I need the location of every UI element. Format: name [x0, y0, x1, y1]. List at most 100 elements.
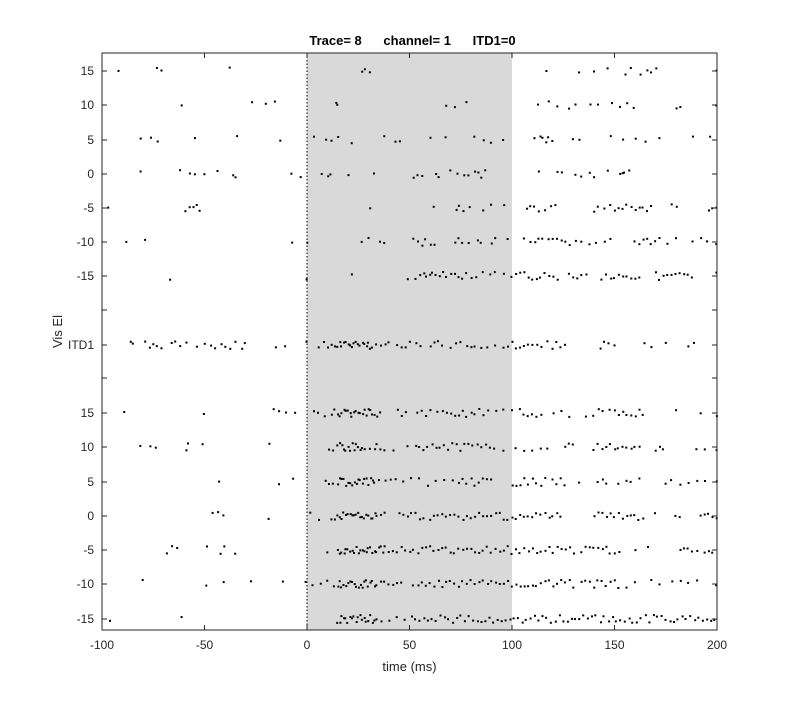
spike-marker — [642, 517, 645, 520]
spike-marker — [311, 584, 314, 587]
spike-marker — [601, 548, 604, 551]
spike-marker — [490, 203, 492, 206]
spike-marker — [360, 515, 363, 518]
spike-marker — [361, 586, 364, 589]
spike-marker — [552, 585, 555, 588]
spike-marker — [360, 583, 362, 586]
spike-marker — [473, 484, 476, 487]
spike-marker — [547, 136, 550, 139]
spike-marker — [578, 618, 581, 621]
spike-marker — [373, 413, 376, 416]
spike-marker — [486, 346, 489, 349]
spike-marker — [370, 477, 373, 480]
spike-marker — [357, 511, 360, 514]
spike-marker — [560, 171, 563, 174]
spike-marker — [481, 549, 484, 552]
spike-marker — [622, 138, 625, 141]
spike-marker — [171, 545, 174, 548]
spike-marker — [535, 482, 537, 485]
spike-marker — [654, 512, 656, 515]
spike-marker — [594, 241, 597, 244]
spike-marker — [313, 135, 315, 138]
spike-marker — [345, 585, 348, 588]
spike-marker — [352, 342, 355, 345]
spike-marker — [661, 448, 664, 451]
y-tick-label: 15 — [81, 406, 95, 420]
spike-marker — [522, 345, 525, 347]
spike-marker — [323, 415, 326, 418]
spike-marker — [658, 137, 661, 140]
spike-marker — [596, 205, 599, 208]
spike-marker — [449, 514, 452, 516]
spike-marker — [353, 552, 355, 554]
spike-marker — [329, 173, 332, 176]
spike-marker — [593, 586, 596, 589]
spike-marker — [514, 518, 517, 520]
spike-marker — [541, 237, 544, 240]
spike-marker — [601, 511, 604, 514]
spike-marker — [363, 477, 366, 480]
spike-marker — [606, 67, 609, 70]
spike-marker — [686, 273, 689, 276]
spike-marker — [451, 442, 454, 445]
spike-marker — [660, 615, 663, 617]
spike-marker — [414, 277, 417, 280]
spike-marker — [398, 140, 401, 143]
spike-marker — [666, 274, 669, 276]
spike-marker — [537, 619, 540, 622]
spike-marker — [609, 580, 612, 583]
spike-marker — [678, 272, 681, 275]
spike-marker — [387, 341, 390, 344]
spike-marker — [352, 615, 355, 618]
spike-marker — [375, 584, 378, 587]
spike-marker — [514, 347, 517, 350]
spike-marker — [625, 446, 628, 449]
spike-marker — [526, 483, 529, 486]
spike-marker — [675, 205, 678, 208]
spike-marker — [507, 345, 509, 348]
spike-marker — [337, 136, 340, 138]
spike-marker — [551, 140, 554, 142]
spike-marker — [445, 104, 448, 107]
spike-marker — [600, 580, 603, 582]
spike-marker — [337, 585, 340, 588]
spike-marker — [250, 580, 252, 583]
spike-marker — [417, 552, 420, 555]
spike-marker — [419, 345, 422, 348]
spike-marker — [535, 415, 538, 418]
spike-marker — [482, 139, 485, 142]
spike-marker — [533, 205, 535, 208]
spike-marker — [608, 443, 611, 446]
spike-marker — [358, 479, 361, 482]
spike-marker — [216, 170, 219, 172]
spike-marker — [139, 444, 142, 447]
spike-marker — [339, 477, 341, 480]
spike-marker — [436, 410, 439, 413]
spike-marker — [638, 206, 641, 209]
spike-marker — [490, 580, 493, 583]
spike-marker — [347, 481, 350, 484]
spike-marker — [317, 346, 320, 349]
spike-marker — [445, 276, 447, 278]
spike-marker — [523, 585, 526, 588]
spike-marker — [545, 70, 548, 72]
spike-marker — [449, 551, 452, 554]
spike-marker — [406, 445, 409, 448]
spike-marker — [628, 617, 631, 620]
spike-marker — [414, 618, 416, 621]
spike-marker — [506, 518, 509, 521]
spike-marker — [350, 617, 353, 620]
spike-marker — [349, 513, 352, 516]
spike-marker — [534, 585, 537, 588]
spike-marker — [243, 342, 246, 345]
spike-marker — [324, 479, 327, 482]
spike-marker — [461, 241, 464, 244]
spike-marker — [418, 446, 421, 448]
spike-marker — [527, 276, 530, 279]
spike-marker — [367, 514, 370, 517]
spike-marker — [621, 445, 624, 448]
spike-marker — [429, 345, 432, 348]
spike-marker — [416, 411, 419, 414]
spike-marker — [427, 484, 429, 487]
spike-marker — [353, 449, 356, 452]
